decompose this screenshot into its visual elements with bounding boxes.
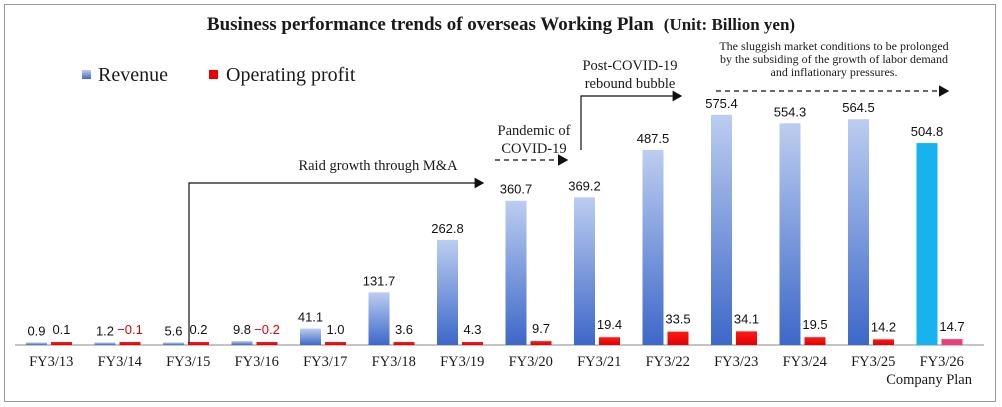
revenue-label-FY3-15: 5.6 [164,324,182,339]
mna-note: Raid growth through M&A [298,158,458,174]
value-labels-group: 0.9 0.1 1.2 −0.1 5.6 0.2 9.8 −0.2 41.11.0 131.7 3.… [27,96,964,339]
operating-profit-bar-FY3-22 [667,331,689,345]
revenue-bar-FY3-14 [94,342,116,345]
revenue-bar-FY3-13 [26,342,47,345]
operating-profit-label-FY3-16: −0.2 [254,322,280,337]
rebound-note-line1: Post-COVID-19 [582,58,677,74]
operating-profit-label-FY3-20: 9.7 [532,321,550,336]
operating-profit-label-FY3-15: 0.2 [189,322,207,337]
mna-arrow [188,177,485,343]
x-tick-FY3-25: FY3/25 [851,354,895,370]
legend-swatch-revenue [82,70,91,79]
revenue-bar-FY3-24 [779,123,801,345]
operating-profit-bar-FY3-16 [256,342,278,345]
revenue-label-FY3-19: 262.8 [431,221,464,236]
x-tick-FY3-14: FY3/14 [98,354,143,370]
revenue-label-FY3-18: 131.7 [363,273,396,288]
annotation-covid: Pandemic of COVID-19 [495,123,571,166]
revenue-label-FY3-16: 9.8 [233,322,251,337]
revenue-bar-FY3-19 [437,239,458,345]
revenue-label-FY3-24: 554.3 [774,104,807,119]
revenue-label-FY3-14: 1.2 [96,324,114,339]
x-tick-FY3-15: FY3/15 [166,354,210,370]
x-tick-FY3-19: FY3/19 [440,354,484,370]
operating-profit-bar-FY3-24 [804,337,826,345]
revenue-bar-FY3-21 [574,197,595,345]
legend-label-revenue: Revenue [98,64,168,86]
operating-profit-bar-FY3-18 [393,342,415,345]
operating-profit-bar-FY3-13 [51,342,72,345]
operating-profit-bar-FY3-15 [188,342,209,345]
x-tick-FY3-22: FY3/22 [646,354,690,370]
operating-profit-label-FY3-17: 1.0 [326,322,344,337]
chart-frame [4,4,996,402]
covid-note-line1: Pandemic of [498,123,571,139]
revenue-label-FY3-23: 575.4 [705,96,738,111]
operating-profit-label-FY3-19: 4.3 [463,322,481,337]
rebound-arrow [580,90,683,150]
operating-profit-label-FY3-13: 0.1 [52,322,70,337]
operating-profit-label-FY3-24: 19.5 [802,317,827,332]
operating-profit-label-FY3-18: 3.6 [395,322,413,337]
operating-profit-label-FY3-14: −0.1 [117,322,143,337]
x-tick-FY3-21: FY3/21 [577,354,621,370]
revenue-label-FY3-13: 0.9 [27,324,45,339]
sluggish-note-line2: by the subsiding of the growth of labor … [720,52,948,66]
operating-profit-bar-FY3-19 [462,342,483,345]
revenue-bar-FY3-20 [505,200,527,345]
operating-profit-label-FY3-25: 14.2 [871,319,896,334]
x-tick-FY3-24: FY3/24 [783,354,828,370]
legend-label-operating-profit: Operating profit [226,64,356,86]
operating-profit-bar-FY3-25 [873,339,894,345]
legend: Revenue Operating profit [82,64,356,86]
revenue-bar-FY3-18 [368,292,390,345]
annotation-mna: Raid growth through M&A [188,158,485,343]
operating-profit-label-FY3-23: 34.1 [734,311,759,326]
revenue-bar-FY3-26 [916,143,938,345]
x-tick-FY3-23: FY3/23 [714,354,758,370]
operating-profit-label-FY3-22: 33.5 [665,312,690,327]
bars-group [26,114,963,345]
x-tick-FY3-13: FY3/13 [29,354,73,370]
revenue-bar-FY3-22 [642,150,664,345]
legend-swatch-operating-profit [209,70,218,79]
annotation-rebound: Post-COVID-19 rebound bubble [580,58,683,150]
covid-note-line2: COVID-19 [501,141,566,157]
sluggish-note-line1: The sluggish market conditions to be pro… [719,39,948,53]
sluggish-note-line3: and inflationary pressures. [771,65,898,79]
operating-profit-bar-FY3-26 [941,339,963,345]
x-tick-FY3-17: FY3/17 [303,354,347,370]
revenue-bar-FY3-16 [231,341,253,345]
revenue-bar-FY3-17 [300,328,321,345]
operating-profit-bar-FY3-21 [599,337,620,345]
x-tick-FY3-16: FY3/16 [235,354,279,370]
revenue-bar-FY3-23 [711,114,732,345]
revenue-label-FY3-21: 369.2 [568,178,601,193]
operating-profit-label-FY3-26: 14.7 [939,319,964,334]
revenue-label-FY3-17: 41.1 [298,310,323,325]
x-tick-FY3-20: FY3/20 [509,354,553,370]
revenue-label-FY3-22: 487.5 [637,131,670,146]
company-plan-label: Company Plan [886,372,973,388]
operating-profit-bar-FY3-14 [119,342,141,345]
annotation-sluggish: The sluggish market conditions to be pro… [716,39,950,97]
x-tick-FY3-26: FY3/26 [920,354,964,370]
x-tick-FY3-18: FY3/18 [372,354,416,370]
operating-profit-bar-FY3-23 [736,331,757,345]
operating-profit-bar-FY3-17 [325,342,346,345]
operating-profit-label-FY3-21: 19.4 [597,317,622,332]
revenue-bar-FY3-15 [163,342,184,345]
revenue-label-FY3-20: 360.7 [500,182,533,197]
rebound-note-line2: rebound bubble [585,76,676,92]
operating-profit-bar-FY3-20 [530,341,552,345]
revenue-label-FY3-26: 504.8 [911,124,944,139]
tick-labels-group: FY3/13 FY3/14 FY3/15 FY3/16 FY3/17 FY3/18 FY3/… [29,354,964,370]
revenue-label-FY3-25: 564.5 [842,100,875,115]
revenue-bar-FY3-25 [848,119,869,345]
chart-title: Business performance trends of overseas … [207,14,795,35]
